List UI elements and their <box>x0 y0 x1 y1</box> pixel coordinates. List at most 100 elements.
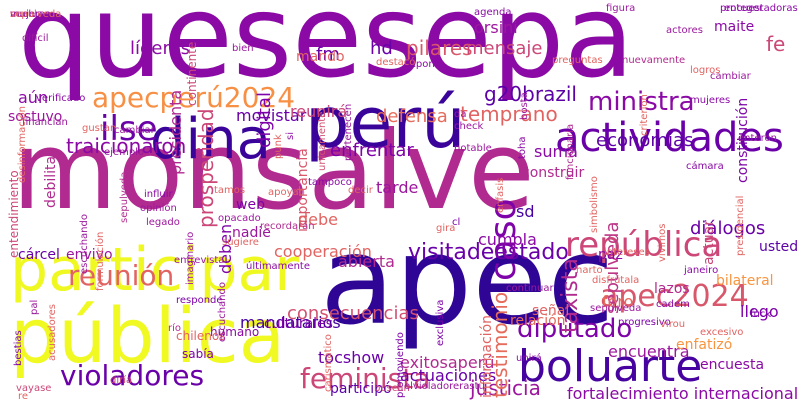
word: destacó <box>376 57 416 68</box>
word: sugiere <box>222 237 259 248</box>
word: feminista <box>300 362 431 395</box>
word: diputado <box>517 314 633 344</box>
word: recordarán <box>260 221 315 232</box>
word: janeiro <box>684 265 719 276</box>
word: lazos <box>654 281 690 297</box>
word: toha <box>517 136 528 159</box>
word: continente <box>185 41 199 106</box>
word: ilse <box>100 109 158 149</box>
word: legado <box>146 217 180 228</box>
word: pilares <box>406 36 473 60</box>
word: encuestadoras <box>724 3 798 14</box>
word: perú <box>305 82 466 164</box>
word: tampoco <box>308 177 352 188</box>
word: presidencial <box>735 195 746 256</box>
word: actores <box>666 25 703 36</box>
word: encuesta <box>700 357 765 373</box>
word: líderes <box>130 38 190 59</box>
word: sd <box>516 202 535 221</box>
word: acusadores <box>47 303 58 361</box>
word: presidenta <box>166 89 185 175</box>
word: buscan <box>374 383 410 394</box>
word: fortalecimiento internacional <box>567 384 799 400</box>
word: bilateral <box>716 273 774 289</box>
word: nuevamente <box>622 55 686 66</box>
word: foro <box>602 292 634 311</box>
word: monsalve <box>12 109 535 234</box>
word: exitosaperú <box>400 353 495 372</box>
word: vivimos <box>657 223 668 262</box>
word: entendimiento <box>7 170 21 258</box>
word: consecuencias <box>287 303 419 324</box>
word: justicia <box>470 376 541 400</box>
word: cámara <box>686 161 724 172</box>
word: república <box>565 225 723 265</box>
word: río <box>168 323 182 334</box>
word: logros <box>690 65 721 76</box>
word: mando <box>296 49 345 65</box>
word: gira <box>436 223 456 234</box>
word: reunirá <box>290 102 348 121</box>
word: culturales <box>264 316 333 332</box>
word: funcionaria <box>565 123 576 180</box>
word: tocshow <box>318 348 385 367</box>
word: traicionaron <box>66 134 187 158</box>
word: difícil <box>22 33 49 44</box>
word: sepulveda <box>10 9 62 20</box>
word: sepulveda <box>119 171 130 223</box>
word: escuchando <box>217 282 228 342</box>
word: formulación <box>95 231 106 291</box>
word: sostuvo <box>8 109 63 125</box>
word: aún <box>18 88 49 107</box>
word: bestias <box>13 330 24 366</box>
word: sabía <box>182 347 214 361</box>
word: simbolismo <box>589 176 600 233</box>
word: visitadeestado <box>408 240 569 265</box>
word: chilenos <box>176 329 226 343</box>
word: check <box>454 121 484 132</box>
word: defensa <box>376 106 448 127</box>
word: vayase <box>16 383 52 394</box>
word: web <box>236 197 265 213</box>
word: imaginario <box>185 231 196 285</box>
word: figura <box>606 3 636 14</box>
word: violadores <box>60 359 205 392</box>
word: opacado <box>218 213 261 224</box>
word: elvioladorerastu <box>404 381 485 392</box>
word: nadie <box>232 225 271 241</box>
word: prosperidad <box>194 108 218 228</box>
word: participó <box>330 381 392 397</box>
word: pertenecen <box>343 103 354 161</box>
word: enfrentar <box>330 140 414 161</box>
word: decir <box>348 185 373 196</box>
word: debilita <box>43 155 59 208</box>
word: apoyan <box>268 187 305 198</box>
word: punk <box>273 134 284 159</box>
word: excesivo <box>700 327 744 338</box>
word: bosta <box>519 92 530 120</box>
word: maite <box>714 19 755 35</box>
word: énfasis <box>495 177 506 213</box>
word: agenda <box>474 7 512 18</box>
word: economías <box>596 130 694 151</box>
word: proteger <box>720 3 764 14</box>
word: virou <box>660 319 686 330</box>
word: actuaciones <box>400 366 497 385</box>
word: progresivo <box>618 317 671 328</box>
word: apec <box>320 210 615 352</box>
word: sepulveda <box>590 303 642 314</box>
word: diálogos <box>690 218 766 239</box>
word: verificado <box>36 93 86 104</box>
word: tamos <box>214 185 246 196</box>
word: expone <box>404 59 441 70</box>
word: debe <box>298 210 338 229</box>
word: ministra <box>588 87 695 117</box>
word: apecperú2024 <box>92 81 296 114</box>
word: si <box>285 132 296 140</box>
word: fe <box>766 32 786 56</box>
word: cumpla <box>478 230 537 249</box>
word: carismático <box>323 334 334 392</box>
word: re <box>18 391 29 400</box>
word: reunión <box>68 259 175 292</box>
word: escuchando <box>79 214 90 274</box>
